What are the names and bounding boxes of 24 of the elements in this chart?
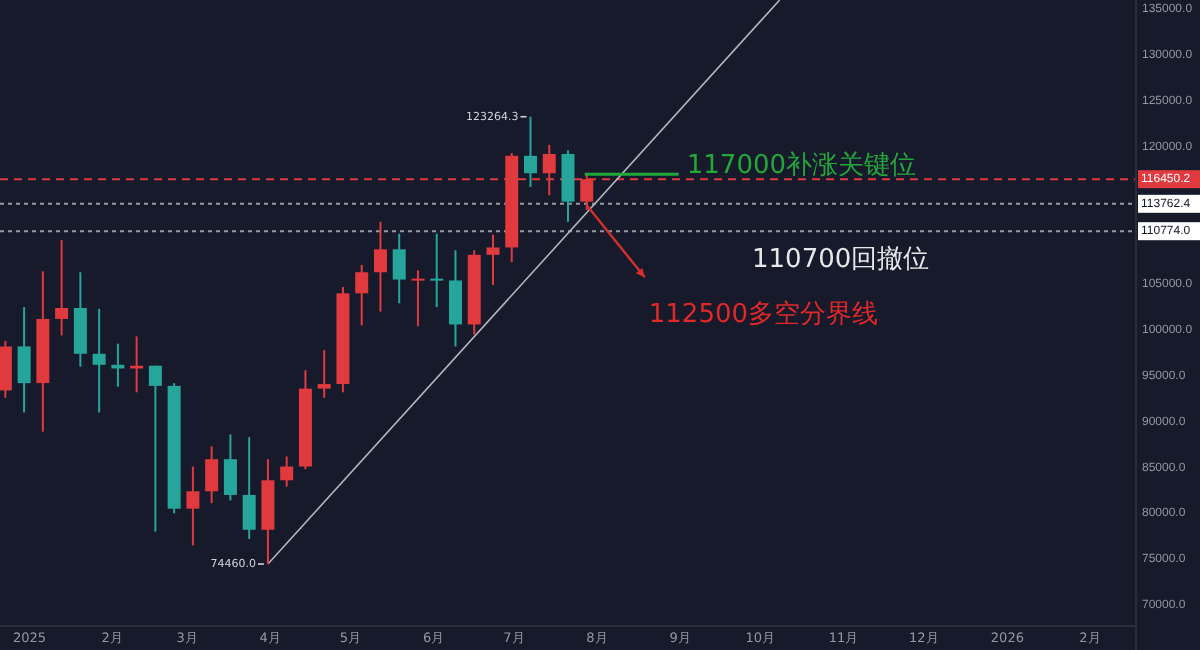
candlestick	[280, 455, 294, 488]
candlestick	[0, 339, 12, 399]
candlestick	[73, 271, 87, 368]
candlestick	[430, 232, 444, 309]
candlestick	[242, 436, 256, 540]
candlestick	[17, 306, 31, 414]
candlestick	[392, 232, 406, 305]
candlestick	[411, 269, 425, 328]
candlestick	[55, 239, 69, 337]
candlestick	[186, 465, 200, 547]
candlestick	[373, 220, 387, 313]
candlestick	[92, 307, 106, 414]
candlestick	[523, 115, 537, 188]
candlestick	[317, 349, 331, 399]
candlestick	[148, 364, 162, 533]
annotation: 112500多空分界线	[648, 300, 879, 331]
candlestick	[223, 433, 237, 502]
candlestick	[355, 263, 369, 327]
annotation: 110700回撤位	[752, 244, 930, 275]
candlestick	[561, 149, 575, 223]
candlestick	[205, 445, 219, 505]
annotation: 117000补涨关键位	[686, 151, 917, 182]
candlestick	[486, 233, 500, 287]
candlestick	[448, 249, 462, 348]
